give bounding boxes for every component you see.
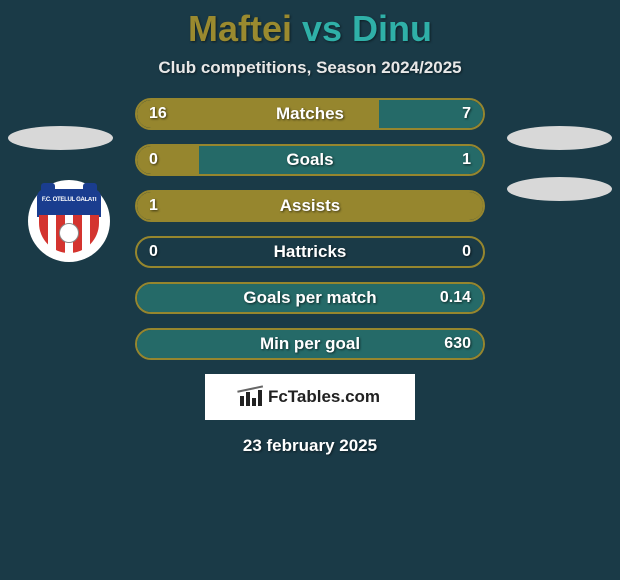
stat-label: Goals — [137, 146, 483, 174]
stat-value-left: 0 — [149, 146, 158, 174]
placeholder-ellipse — [507, 177, 612, 201]
stat-row: Assists1 — [135, 190, 485, 222]
brand-box[interactable]: FcTables.com — [205, 374, 415, 420]
stat-row: Min per goal630 — [135, 328, 485, 360]
chart-icon — [240, 388, 262, 406]
stats-container: Matches167Goals01Assists1Hattricks00Goal… — [135, 98, 485, 360]
stat-value-right: 0 — [462, 238, 471, 266]
stat-label: Matches — [137, 100, 483, 128]
subtitle: Club competitions, Season 2024/2025 — [0, 58, 620, 78]
stat-label: Hattricks — [137, 238, 483, 266]
stat-row: Hattricks0 0 — [135, 236, 485, 268]
stat-label: Min per goal — [137, 330, 483, 358]
stat-value-left: 16 — [149, 100, 167, 128]
page-title: Maftei vs Dinu — [0, 8, 620, 50]
stat-row: Goals0 1 — [135, 144, 485, 176]
vs-text: vs — [302, 8, 342, 49]
stat-value-right: 0.14 — [440, 284, 471, 312]
club-badge: F.C. OTELUL GALATI — [28, 180, 110, 262]
stat-value-right: 7 — [462, 100, 471, 128]
date-text: 23 february 2025 — [0, 436, 620, 456]
player2-name: Dinu — [352, 8, 432, 49]
stat-label: Goals per match — [137, 284, 483, 312]
brand-text: FcTables.com — [268, 387, 380, 407]
placeholder-ellipse — [507, 126, 612, 150]
ball-icon — [59, 223, 79, 243]
stat-label: Assists — [137, 192, 483, 220]
stat-value-left: 1 — [149, 192, 158, 220]
stat-value-right: 630 — [444, 330, 471, 358]
stat-row: Matches16 7 — [135, 98, 485, 130]
stat-value-left: 0 — [149, 238, 158, 266]
stat-value-right: 1 — [462, 146, 471, 174]
badge-text: F.C. OTELUL GALATI — [37, 197, 101, 203]
placeholder-ellipse — [8, 126, 113, 150]
stat-row: Goals per match0.14 — [135, 282, 485, 314]
player1-name: Maftei — [188, 8, 292, 49]
